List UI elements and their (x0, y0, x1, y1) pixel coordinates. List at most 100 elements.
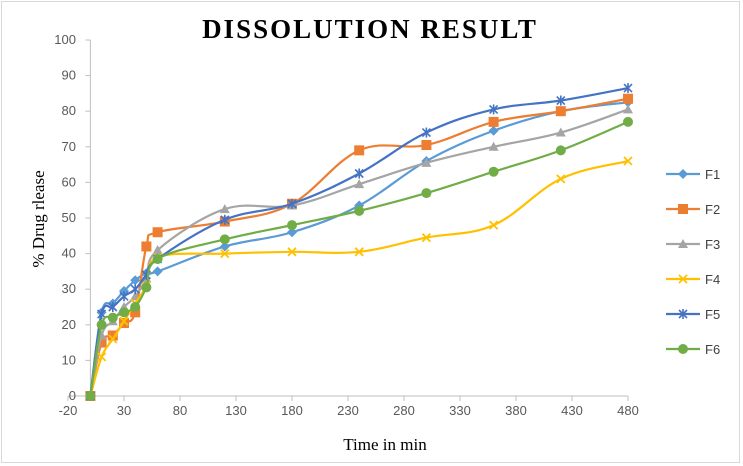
series-f2 (85, 93, 633, 401)
x-tick-label: 230 (337, 403, 359, 418)
x-tick-label: 430 (561, 403, 583, 418)
legend-marker (678, 344, 688, 354)
legend-label: F5 (705, 307, 720, 322)
data-point (107, 330, 118, 341)
data-point (130, 275, 141, 286)
data-point (488, 125, 499, 136)
data-point (85, 391, 96, 401)
data-point (220, 214, 230, 225)
legend-item-f3: F3 (666, 237, 720, 252)
data-point (130, 284, 140, 295)
legend-marker (678, 239, 688, 248)
data-point (108, 334, 118, 344)
data-point (119, 316, 129, 326)
y-tick-label: 100 (54, 32, 76, 47)
y-tick-label: 10 (62, 352, 76, 367)
series-f1 (85, 97, 633, 401)
data-point (488, 116, 499, 127)
data-point (152, 266, 163, 277)
legend-label: F6 (705, 342, 720, 357)
x-tick-label: 80 (173, 403, 187, 418)
data-point (555, 145, 566, 156)
legend-marker (678, 274, 688, 284)
data-point (141, 241, 152, 252)
y-tick-label: 30 (62, 281, 76, 296)
legend-item-f5: F5 (666, 307, 720, 322)
data-point (421, 157, 432, 167)
data-point (555, 127, 566, 137)
chart-title: DISSOLUTION RESULT (202, 14, 538, 44)
legend-label: F1 (705, 167, 720, 182)
data-point (488, 220, 499, 230)
data-point (108, 302, 118, 312)
y-tick-label: 80 (62, 103, 76, 118)
data-point (287, 220, 297, 231)
series-line (89, 97, 629, 397)
legend-label: F2 (705, 202, 720, 217)
data-point (219, 241, 230, 252)
data-point (119, 291, 129, 302)
data-point (623, 93, 633, 104)
data-point (119, 307, 129, 318)
data-point (556, 174, 566, 184)
data-point (220, 248, 230, 259)
data-point (488, 166, 499, 177)
x-tick-label: -20 (59, 403, 78, 418)
y-tick-label: 70 (62, 139, 76, 154)
data-point (287, 247, 297, 257)
legend-marker (678, 169, 688, 179)
data-point (141, 282, 152, 293)
data-point (556, 95, 566, 106)
data-point (354, 145, 365, 156)
x-tick-label: 130 (225, 403, 247, 418)
data-point (421, 188, 432, 199)
series-line (89, 120, 629, 397)
series-f4 (85, 156, 633, 401)
data-point (219, 234, 230, 245)
data-point (354, 179, 365, 189)
data-point (96, 337, 107, 348)
data-point (354, 168, 364, 179)
data-point (623, 104, 633, 114)
series-line (89, 86, 629, 397)
data-point (421, 232, 432, 243)
legend-item-f6: F6 (666, 342, 720, 357)
y-tick-label: 20 (62, 317, 76, 332)
legend: F1 F2 F3 F4 F5 F6 (666, 167, 720, 357)
series-f6 (85, 116, 633, 401)
data-point (421, 140, 432, 151)
data-point (354, 205, 365, 216)
data-point (96, 352, 107, 362)
data-point (96, 319, 107, 330)
y-tick-label: 90 (62, 68, 76, 83)
data-point (623, 83, 633, 94)
y-tick-label: 0 (69, 388, 76, 403)
data-point (489, 104, 499, 115)
data-point (555, 106, 566, 117)
data-point (287, 227, 297, 238)
x-tick-label: 30 (117, 403, 131, 418)
data-point (623, 156, 633, 166)
y-tick-label: 50 (62, 210, 76, 225)
legend-label: F3 (705, 237, 720, 252)
y-tick-label: 60 (62, 174, 76, 189)
axes-layer: 0 10 20 30 40 50 60 70 80 90 100 -20 30 80 130 180 230 28… (54, 32, 639, 418)
legend-item-f1: F1 (666, 167, 720, 182)
data-point (130, 302, 141, 312)
x-tick-label: 180 (281, 403, 303, 418)
x-tick-label: 480 (617, 403, 639, 418)
data-point (354, 247, 364, 257)
data-point (488, 141, 499, 151)
legend-marker (678, 204, 688, 214)
data-point (623, 116, 633, 127)
data-point (152, 227, 163, 238)
legend-item-f4: F4 (666, 272, 720, 287)
x-axis-title: Time in min (343, 435, 427, 454)
legend-marker (678, 309, 688, 319)
x-tick-label: 280 (393, 403, 415, 418)
y-axis-title: % Drug rlease (29, 170, 48, 267)
data-point (421, 127, 431, 138)
data-point (287, 198, 297, 209)
data-point (152, 245, 163, 255)
